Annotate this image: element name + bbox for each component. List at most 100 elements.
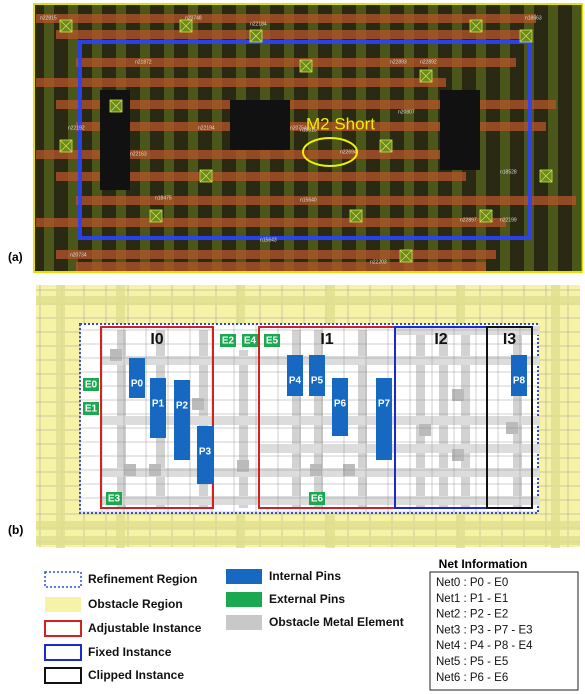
pin-label: P6 (334, 399, 347, 410)
net-label: n15643 (260, 237, 277, 243)
metal-horizontal (36, 14, 536, 23)
net-label: n22203 (370, 259, 387, 265)
legend-label: Clipped Instance (88, 668, 184, 682)
net-label: n22184 (250, 21, 267, 27)
instance-label: I2 (434, 331, 447, 348)
metal-vertical (572, 5, 582, 271)
legend-label: External Pins (269, 592, 345, 606)
legend-swatch (226, 592, 262, 607)
metal-horizontal (56, 100, 556, 109)
metal-horizontal (56, 250, 496, 259)
obstacle-track (36, 536, 580, 545)
pin-label: E3 (108, 494, 121, 505)
internal-pin (174, 380, 190, 460)
panel-label: (a) (8, 250, 23, 264)
metal-vertical (164, 5, 174, 271)
obstacle-square (110, 349, 122, 361)
net-info-row: Net0 : P0 - E0 (436, 577, 508, 589)
metal-horizontal (36, 78, 446, 87)
net-label: n22893 (390, 59, 407, 65)
metal-horizontal (76, 196, 576, 205)
net-info-row: Net5 : P5 - E5 (436, 656, 508, 668)
net-label: n20748 (185, 15, 202, 21)
net-label: n22163 (130, 151, 147, 157)
pin-label: P3 (199, 447, 212, 458)
pin-label: E0 (85, 380, 98, 391)
panel-b: I0I1I2I3P0P1P2P3P4P5P6P7P8E0E1E2E3E4E5E6 (36, 285, 580, 548)
net-info-title: Net Information (439, 557, 528, 571)
pin-label: E2 (222, 336, 235, 347)
legend-label: Obstacle Region (88, 597, 183, 611)
legend: Refinement Region Obstacle Region Adjustab… (45, 569, 404, 683)
pin-label: P2 (176, 401, 189, 412)
net-info-row: Net6 : P6 - E6 (436, 672, 508, 684)
obstacle-track (36, 296, 580, 305)
legend-label: Fixed Instance (88, 645, 172, 659)
internal-pin (376, 378, 392, 460)
panel-label: (b) (8, 523, 23, 537)
obstacle-square (419, 424, 431, 436)
net-label: n18528 (500, 169, 517, 175)
metal-vertical (380, 5, 390, 271)
pin-label: P5 (311, 376, 324, 387)
obstacle-track (36, 521, 580, 530)
legend-label: Obstacle Metal Element (269, 615, 404, 629)
net-label: n20754 (290, 125, 307, 131)
panel-a: n22815 n20748 n22184 n18663 n21872 n22892 n221… (34, 4, 582, 272)
metal-vertical (308, 5, 318, 271)
pin-label: P4 (289, 376, 302, 387)
metal-vertical (140, 5, 150, 271)
pin-label: E6 (311, 494, 324, 505)
pin-label: E1 (85, 404, 98, 415)
net-label: n20734 (70, 252, 87, 258)
metal-vertical (44, 5, 54, 271)
pin-label: P8 (513, 376, 526, 387)
metal-horizontal (36, 218, 506, 227)
figure: n22815 n20748 n22184 n18663 n21872 n22892 n221… (0, 0, 585, 694)
net-label: n21872 (135, 59, 152, 65)
net-label: n22815 (40, 15, 57, 21)
metal-vertical (356, 5, 366, 271)
legend-swatch (45, 597, 81, 612)
metal-vertical (500, 5, 510, 271)
legend-swatch (226, 569, 262, 584)
pin-label: P0 (131, 379, 144, 390)
net-label: n20807 (398, 109, 415, 115)
obstacle-square (237, 460, 249, 472)
net-label: n22194 (198, 125, 215, 131)
metal-horizontal (56, 30, 526, 39)
pin-label: P1 (152, 399, 165, 410)
metal-vertical (428, 5, 438, 271)
legend-label: Adjustable Instance (88, 621, 202, 635)
metal-vertical (68, 5, 78, 271)
dark-block (230, 100, 290, 150)
obstacle-track (56, 285, 65, 548)
annotation: M2 Short (306, 114, 375, 133)
pin-label: E5 (266, 336, 279, 347)
legend-label: Internal Pins (269, 569, 341, 583)
net-label: n15640 (300, 197, 317, 203)
net-label: n18663 (525, 15, 542, 21)
legend-swatch (45, 572, 81, 587)
dark-block (440, 90, 480, 170)
legend-swatch (45, 645, 81, 660)
net-label: n22897 (460, 217, 477, 223)
legend-swatch (45, 668, 81, 683)
net-label: n22199 (500, 217, 517, 223)
legend-swatch (45, 621, 81, 636)
obstacle-track (551, 285, 560, 548)
net-label: n22892 (420, 59, 437, 65)
instance-label: I1 (320, 331, 333, 348)
net-info-row: Net4 : P4 - P8 - E4 (436, 640, 533, 652)
legend-swatch (226, 615, 262, 630)
metal-horizontal (76, 262, 486, 271)
net-info-row: Net1 : P1 - E1 (436, 593, 508, 605)
metal-vertical (212, 5, 222, 271)
instance-label: I0 (150, 331, 163, 348)
legend-label: Refinement Region (88, 572, 197, 586)
metal-vertical (404, 5, 414, 271)
net-label: n22192 (68, 125, 85, 131)
pin-label: P7 (378, 399, 391, 410)
net-label: n18475 (155, 195, 172, 201)
metal-vertical (548, 5, 558, 271)
